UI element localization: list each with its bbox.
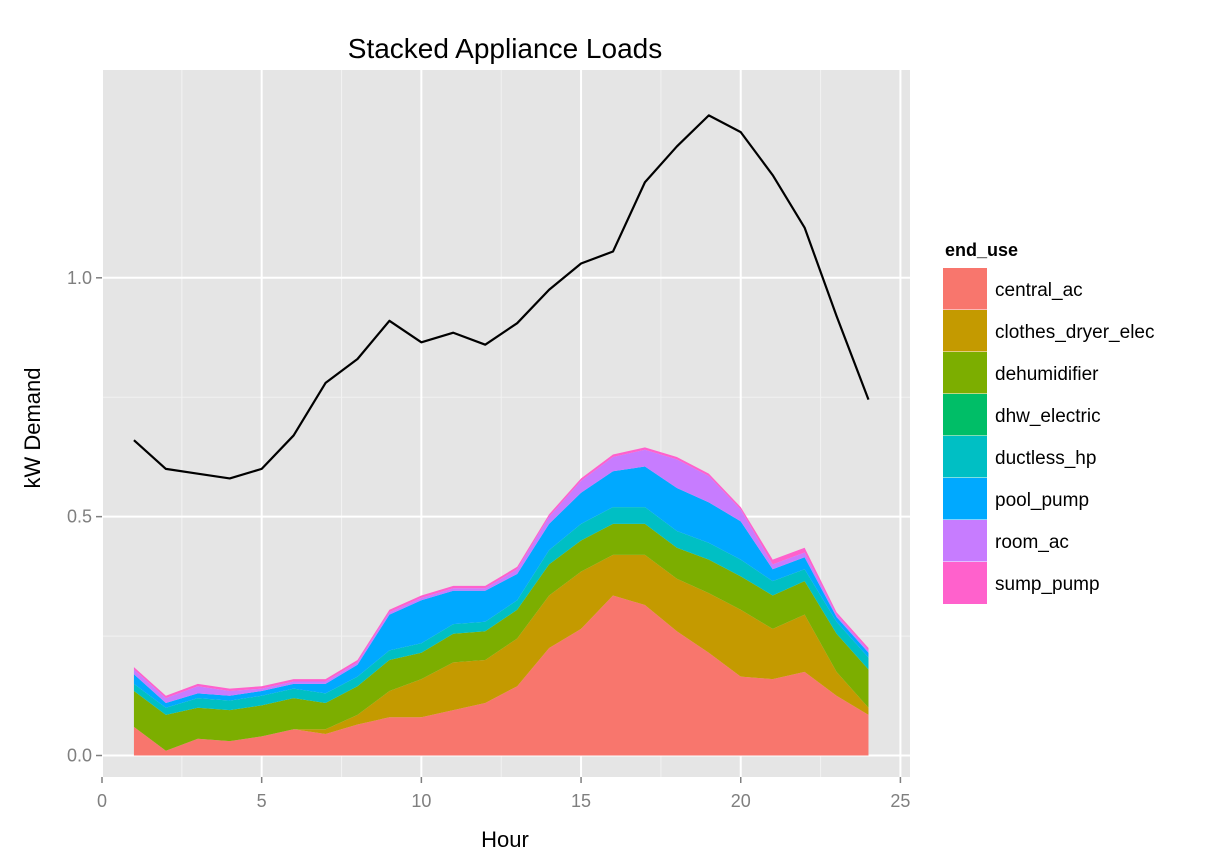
area-pool-pump xyxy=(133,466,869,708)
legend-item-pool-pump: pool_pump xyxy=(942,477,1089,521)
legend-label: dhw_electric xyxy=(995,406,1101,427)
legend-swatch xyxy=(943,436,987,478)
legend-item-dehumidifier: dehumidifier xyxy=(942,351,1099,395)
stacked-areas xyxy=(133,447,869,756)
legend-swatch xyxy=(943,394,987,436)
legend-swatch xyxy=(943,478,987,520)
x-tick-label: 5 xyxy=(257,791,267,811)
legend-swatch xyxy=(943,268,987,310)
area-clothes-dryer-elec xyxy=(133,554,869,751)
total-line-layer xyxy=(133,114,870,480)
y-tick-label: 0.0 xyxy=(67,746,92,766)
legend-title: end_use xyxy=(945,240,1018,260)
legend: end_use central_ac clothes_dryer_elecdehu… xyxy=(942,240,1154,605)
y-axis-ticks: 0.0 0.5 1.0 xyxy=(67,268,102,766)
legend-label: room_ac xyxy=(995,532,1069,553)
x-tick-label: 0 xyxy=(97,791,107,811)
legend-label: sump_pump xyxy=(995,574,1100,595)
legend-label: dehumidifier xyxy=(995,364,1099,385)
x-tick-label: 25 xyxy=(890,791,910,811)
legend-swatch xyxy=(943,310,987,352)
legend-item-central-ac: central_ac xyxy=(942,267,1083,311)
legend-item-sump-pump: sump_pump xyxy=(942,561,1100,605)
y-tick-label: 0.5 xyxy=(67,507,92,527)
legend-label: pool_pump xyxy=(995,490,1089,511)
legend-item-dhw-electric: dhw_electric xyxy=(942,393,1101,437)
legend-label: central_ac xyxy=(995,280,1083,301)
legend-items: central_ac clothes_dryer_elec dehumidifier… xyxy=(942,267,1154,605)
chart-title: Stacked Appliance Loads xyxy=(348,33,662,64)
area-dehumidifier xyxy=(133,523,869,751)
legend-label: clothes_dryer_elec xyxy=(995,322,1154,343)
legend-item-clothes-dryer-elec: clothes_dryer_elec xyxy=(942,309,1154,353)
legend-swatch xyxy=(943,562,987,604)
x-tick-label: 10 xyxy=(411,791,431,811)
y-axis-title: kW Demand xyxy=(20,367,45,488)
area-central-ac xyxy=(133,595,869,756)
legend-swatch xyxy=(943,352,987,394)
total-demand-line xyxy=(133,114,870,480)
y-tick-label: 1.0 xyxy=(67,268,92,288)
legend-item-ductless-hp: ductless_hp xyxy=(942,435,1096,479)
legend-label: ductless_hp xyxy=(995,448,1096,469)
x-tick-label: 15 xyxy=(571,791,591,811)
x-tick-label: 20 xyxy=(731,791,751,811)
x-axis-ticks: 0 5 10 15 20 25 xyxy=(97,777,910,811)
legend-swatch xyxy=(943,520,987,562)
x-axis-title: Hour xyxy=(481,827,529,852)
legend-item-room-ac: room_ac xyxy=(942,519,1069,563)
